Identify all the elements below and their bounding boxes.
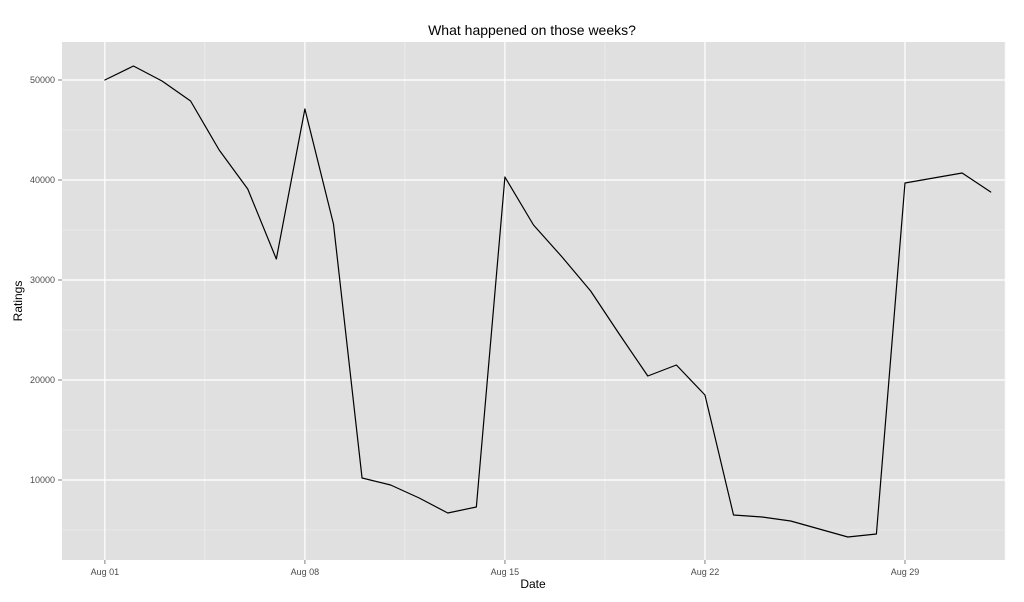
x-tick-label: Aug 08	[291, 567, 320, 577]
x-tick-label: Aug 22	[691, 567, 720, 577]
y-tick-label: 20000	[30, 375, 55, 385]
major-gridlines	[62, 42, 1005, 560]
y-tick-label: 10000	[30, 475, 55, 485]
minor-gridlines	[62, 42, 1006, 560]
y-tick-label: 40000	[30, 175, 55, 185]
chart-title: What happened on those weeks?	[428, 22, 636, 38]
series-layer	[104, 65, 992, 538]
x-tick-label: Aug 15	[491, 567, 520, 577]
x-tick-label: Aug 01	[91, 567, 120, 577]
y-tick-label: 50000	[30, 75, 55, 85]
y-tick-label: 30000	[30, 275, 55, 285]
y-axis-ticks: 10000 20000 30000 40000 50000	[30, 75, 62, 485]
plot-panel	[62, 42, 1005, 560]
ratings-line	[104, 65, 992, 538]
y-axis-title: Ratings	[11, 281, 25, 322]
x-axis-ticks: Aug 01 Aug 08 Aug 15 Aug 22 Aug 29	[91, 560, 920, 577]
x-tick-label: Aug 29	[891, 567, 920, 577]
x-axis-title: Date	[520, 577, 546, 591]
